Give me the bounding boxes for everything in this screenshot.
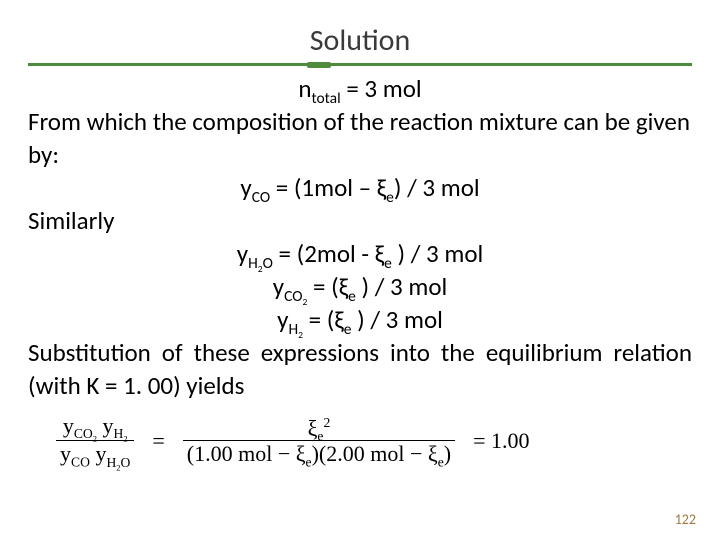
yco-mid: = (1mol – ξ bbox=[270, 172, 386, 203]
line-yco2: yCO2 = (ξe ) / 3 mol bbox=[28, 270, 692, 303]
line-similarly: Similarly bbox=[28, 204, 692, 237]
eq-lhs-den: yCO yH2O bbox=[56, 440, 134, 467]
page-number: 122 bbox=[675, 511, 696, 528]
eq-equals-1: = bbox=[152, 428, 164, 454]
line-yh2o: yH2O = (2mol - ξe ) / 3 mol bbox=[28, 237, 692, 270]
body-content: ntotal = 3 mol From which the compositio… bbox=[28, 72, 692, 402]
line-intro: From which the composition of the reacti… bbox=[28, 105, 692, 171]
yco-sub: CO bbox=[252, 188, 270, 207]
eq-lhs-num: yCO2 yH2 bbox=[59, 414, 132, 440]
eq-lhs-fraction: yCO2 yH2 yCO yH2O bbox=[56, 414, 134, 467]
ntotal-post: = 3 mol bbox=[341, 73, 422, 104]
yh2-end: ) / 3 mol bbox=[351, 304, 442, 335]
line-yco: yCO = (1mol – ξe) / 3 mol bbox=[28, 171, 692, 204]
slide: Solution ntotal = 3 mol From which the c… bbox=[0, 0, 720, 540]
equation: yCO2 yH2 yCO yH2O = ξe2 (1.00 mol − ξe)(… bbox=[56, 414, 530, 467]
yco-end: ) / 3 mol bbox=[394, 172, 480, 203]
yco2-mid: = (ξ bbox=[307, 271, 348, 302]
equation-block: yCO2 yH2 yCO yH2O = ξe2 (1.00 mol − ξe)(… bbox=[28, 414, 692, 467]
yh2-y: y bbox=[277, 304, 288, 335]
line-substitution: Substitution of these expressions into t… bbox=[28, 336, 692, 402]
title-underline bbox=[28, 63, 692, 66]
eq-result: = 1.00 bbox=[473, 428, 529, 454]
yh2-mid: = (ξ bbox=[303, 304, 344, 335]
yco2-y: y bbox=[273, 271, 284, 302]
yh2o-end: ) / 3 mol bbox=[392, 238, 483, 269]
yco2-end: ) / 3 mol bbox=[356, 271, 447, 302]
line-yh2: yH2 = (ξe ) / 3 mol bbox=[28, 303, 692, 336]
slide-title: Solution bbox=[28, 22, 692, 59]
yh2o-mid: = (2mol - ξ bbox=[273, 238, 384, 269]
line-ntotal: ntotal = 3 mol bbox=[28, 72, 692, 105]
eq-rhs-fraction: ξe2 (1.00 mol − ξe)(2.00 mol − ξe) bbox=[183, 416, 455, 466]
ntotal-n: n bbox=[298, 73, 311, 104]
eq-rhs-den: (1.00 mol − ξe)(2.00 mol − ξe) bbox=[183, 440, 455, 465]
yh2o-y: y bbox=[237, 238, 248, 269]
yh2o-sub: H2O bbox=[248, 254, 273, 273]
yco-y: y bbox=[240, 172, 251, 203]
eq-rhs-num: ξe2 bbox=[304, 416, 335, 440]
yco-sub2: e bbox=[386, 188, 394, 207]
